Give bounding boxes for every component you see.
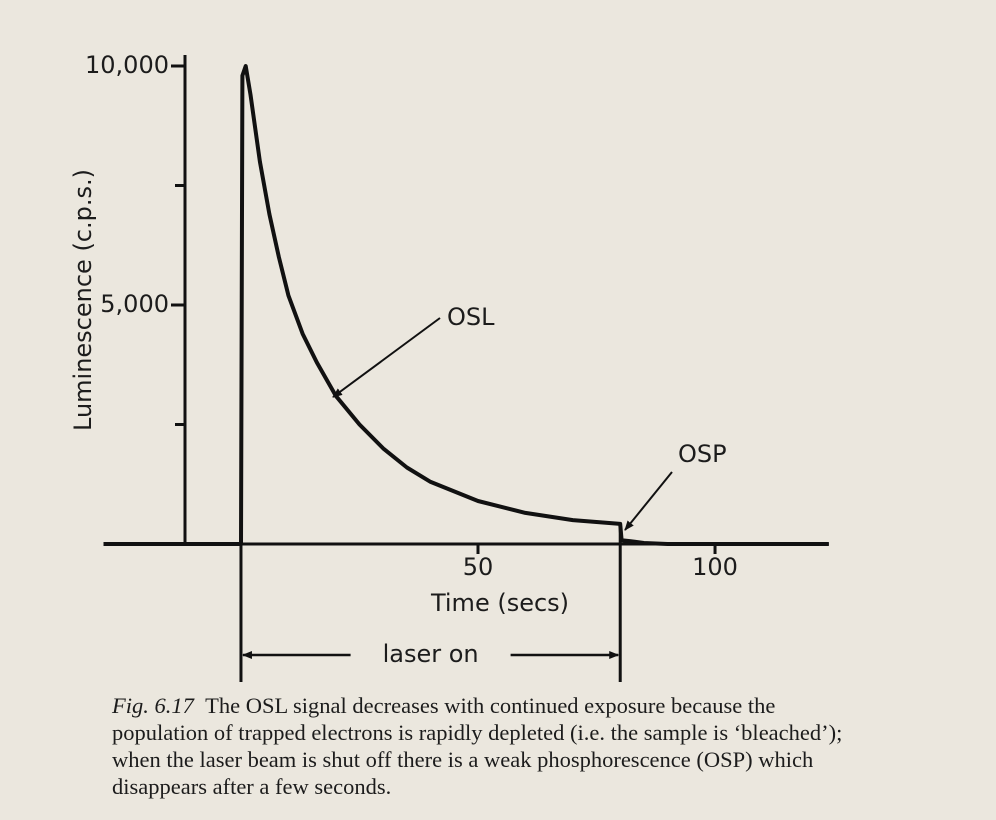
- x-tick-label: 50: [463, 553, 494, 581]
- caption: Fig. 6.17 The OSL signal decreases with …: [112, 692, 982, 800]
- caption-text: when the laser beam is shut off there is…: [112, 747, 814, 772]
- y-axis-label: Luminescence (c.p.s.): [69, 169, 97, 431]
- caption-line: disappears after a few seconds.: [112, 773, 982, 800]
- annotation: OSL: [447, 303, 495, 331]
- caption-line: Fig. 6.17 The OSL signal decreases with …: [112, 692, 982, 719]
- caption-line: population of trapped electrons is rapid…: [112, 719, 982, 746]
- caption-text: The OSL signal decreases with continued …: [205, 693, 776, 718]
- annotation-arrow: [624, 471, 673, 531]
- x-tick-label: 100: [692, 553, 738, 581]
- caption-line: when the laser beam is shut off there is…: [112, 746, 982, 773]
- x-axis-label: Time (secs): [430, 589, 569, 617]
- chart: Luminescence (c.p.s.) Time (secs) 5,000 1…: [69, 51, 829, 682]
- y-tick-label: 5,000: [100, 290, 169, 318]
- caption-text: population of trapped electrons is rapid…: [112, 720, 843, 745]
- y-tick-label: 10,000: [85, 51, 169, 79]
- caption-text: disappears after a few seconds.: [112, 774, 392, 799]
- figure-label: Fig. 6.17: [112, 693, 194, 718]
- annotation: OSP: [678, 440, 727, 468]
- annotation-arrow: [332, 317, 441, 398]
- span-label: laser on: [383, 640, 479, 668]
